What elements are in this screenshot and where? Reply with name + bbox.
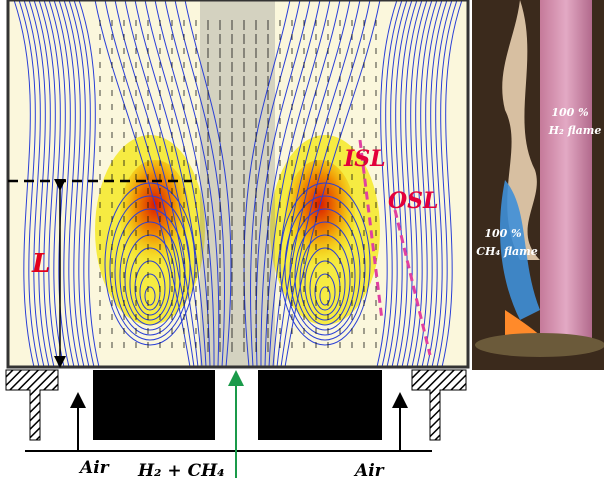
ch4-flame <box>500 180 540 320</box>
flow-field <box>8 0 468 367</box>
streamline <box>268 0 341 367</box>
streamline <box>401 0 423 367</box>
streamline <box>421 0 443 367</box>
streamline <box>431 0 453 367</box>
streamline <box>109 195 191 341</box>
streamline <box>284 195 366 341</box>
isl-line <box>358 139 384 321</box>
osl-line <box>393 209 432 356</box>
streamline <box>396 0 418 367</box>
streamline <box>304 247 346 321</box>
air-label: Air <box>78 458 110 478</box>
streamline <box>381 0 403 367</box>
streamline <box>426 0 448 367</box>
burner-rim <box>475 333 604 357</box>
streamline <box>144 0 211 367</box>
field-frame <box>6 0 470 369</box>
streamline <box>23 0 45 367</box>
ch4-flame-label: CH₄ flame <box>476 245 538 258</box>
streamline <box>299 234 351 326</box>
streamline <box>294 221 356 331</box>
streamline <box>272 0 351 367</box>
streamline <box>73 0 95 367</box>
streamline <box>260 0 321 367</box>
streamline <box>104 0 195 367</box>
streamline <box>104 182 196 346</box>
streamline <box>391 0 413 367</box>
air-label: Air <box>353 461 385 481</box>
streamline <box>280 0 371 367</box>
h2-flame-label: H₂ flame <box>548 124 602 137</box>
hot-core <box>285 160 355 270</box>
streamline <box>441 0 463 367</box>
streamline <box>243 0 291 367</box>
streamline <box>264 0 331 367</box>
streamline <box>284 0 381 367</box>
flame-photo: 100 % H₂ flame 100 % CH₄ flame <box>472 0 604 370</box>
right-wall <box>411 369 467 441</box>
isl-label: ISL <box>343 146 386 172</box>
left-wall <box>5 369 59 441</box>
burner <box>5 369 467 478</box>
streamline <box>406 0 428 367</box>
streamline <box>134 260 166 316</box>
streamline <box>124 234 176 326</box>
streamline <box>129 247 171 321</box>
fuel-label: H₂ + CH₄ <box>137 461 225 481</box>
h2-percent: 100 % <box>551 106 588 119</box>
streamline <box>276 0 361 367</box>
streamline <box>124 0 203 367</box>
streamline <box>119 221 181 331</box>
streamline <box>164 0 220 367</box>
length-label: L <box>31 249 50 279</box>
h2-flame <box>540 0 592 340</box>
hot-core <box>120 160 190 270</box>
streamline <box>376 0 398 367</box>
streamline <box>134 0 207 367</box>
streamline <box>38 0 60 367</box>
streamline <box>249 0 301 367</box>
left-block <box>93 370 215 440</box>
streamline <box>144 286 156 306</box>
streamline <box>94 0 191 367</box>
streamline <box>386 0 408 367</box>
streamline <box>319 286 331 306</box>
streamline <box>255 0 311 367</box>
streamline <box>314 273 336 311</box>
ch4-percent: 100 % <box>484 227 521 240</box>
streamline <box>154 0 215 367</box>
jet-core <box>200 0 275 367</box>
streamline <box>436 0 458 367</box>
osl-label: OSL <box>388 188 439 214</box>
right-block <box>258 370 382 440</box>
streamline <box>416 0 438 367</box>
streamline <box>184 0 232 367</box>
streamline <box>68 0 90 367</box>
